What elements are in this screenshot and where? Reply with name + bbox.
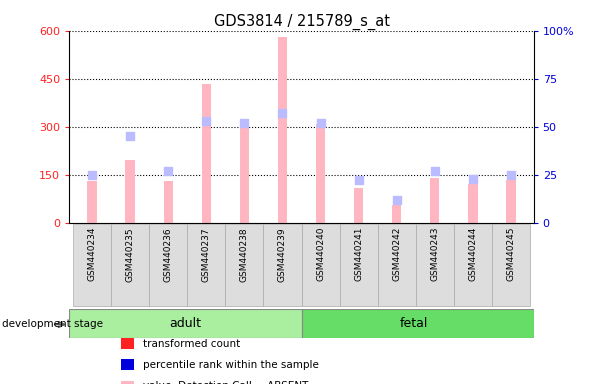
Text: GSM440235: GSM440235 xyxy=(126,227,134,281)
Text: GSM440238: GSM440238 xyxy=(240,227,249,281)
Bar xyxy=(69,309,302,338)
Bar xyxy=(339,224,377,306)
Text: GSM440241: GSM440241 xyxy=(354,227,363,281)
Bar xyxy=(125,161,135,223)
Bar xyxy=(73,224,111,306)
Bar xyxy=(226,224,264,306)
Point xyxy=(87,172,97,178)
Bar xyxy=(415,224,453,306)
Text: GSM440239: GSM440239 xyxy=(278,227,287,281)
Point xyxy=(392,197,402,203)
Text: GSM440245: GSM440245 xyxy=(507,227,516,281)
Bar xyxy=(377,224,415,306)
Bar xyxy=(468,184,478,223)
Bar xyxy=(201,84,211,223)
Point xyxy=(163,168,173,174)
Bar xyxy=(453,224,492,306)
Point xyxy=(354,177,364,184)
Point xyxy=(277,110,287,116)
Text: fetal: fetal xyxy=(400,317,428,330)
Bar xyxy=(392,205,402,223)
Point xyxy=(316,120,326,126)
Bar xyxy=(492,224,530,306)
Bar xyxy=(111,224,150,306)
Text: GSM440244: GSM440244 xyxy=(469,227,477,281)
Text: value, Detection Call = ABSENT: value, Detection Call = ABSENT xyxy=(143,381,308,384)
Text: GSM440243: GSM440243 xyxy=(430,227,439,281)
Text: GSM440242: GSM440242 xyxy=(392,227,401,281)
Bar xyxy=(239,120,249,223)
Bar xyxy=(302,309,534,338)
Bar xyxy=(264,224,302,306)
Bar xyxy=(163,181,173,223)
Text: GDS3814 / 215789_s_at: GDS3814 / 215789_s_at xyxy=(213,13,390,30)
Bar xyxy=(506,180,516,223)
Bar xyxy=(302,224,339,306)
Bar xyxy=(316,124,325,223)
Point xyxy=(201,118,211,124)
Bar xyxy=(188,224,226,306)
Point xyxy=(239,120,249,126)
Text: GSM440237: GSM440237 xyxy=(202,227,211,281)
Text: GSM440236: GSM440236 xyxy=(164,227,173,281)
Text: development stage: development stage xyxy=(2,319,103,329)
Bar xyxy=(150,224,188,306)
Text: GSM440234: GSM440234 xyxy=(87,227,96,281)
Text: adult: adult xyxy=(169,317,201,330)
Text: percentile rank within the sample: percentile rank within the sample xyxy=(143,360,319,370)
Point xyxy=(468,175,478,182)
Text: GSM440240: GSM440240 xyxy=(316,227,325,281)
Bar xyxy=(354,187,364,223)
Bar xyxy=(87,181,97,223)
Point xyxy=(125,133,135,139)
Point xyxy=(430,168,440,174)
Bar xyxy=(430,178,440,223)
Bar xyxy=(278,37,287,223)
Text: transformed count: transformed count xyxy=(143,339,240,349)
Point xyxy=(506,172,516,178)
